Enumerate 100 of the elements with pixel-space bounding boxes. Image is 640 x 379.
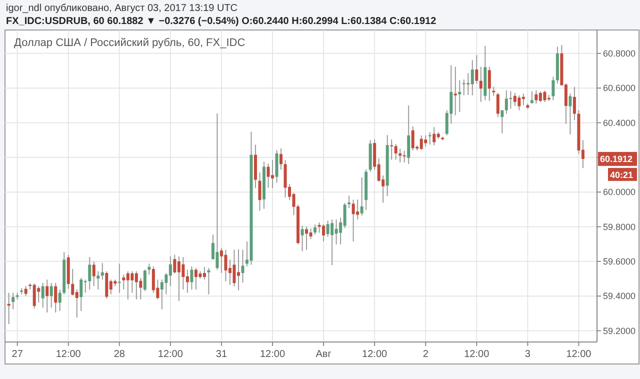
candlestick (470, 60, 474, 96)
candlestick (139, 277, 142, 300)
candlestick (71, 268, 74, 296)
candlestick (88, 256, 92, 290)
candlestick (177, 256, 180, 302)
candlestick (322, 224, 326, 242)
candlestick (428, 132, 432, 146)
candlestick (420, 134, 423, 150)
candlestick (12, 292, 15, 310)
y-tick-label: 60.6000 (603, 83, 636, 94)
candlestick (84, 279, 87, 294)
candlestick (37, 286, 40, 304)
candlestick (202, 266, 206, 280)
candlestick (300, 225, 304, 252)
candlestick (216, 112, 219, 270)
candlestick (305, 226, 308, 250)
y-tick-label: 60.4000 (603, 118, 636, 128)
candlestick (543, 90, 546, 102)
candlestick (326, 220, 330, 238)
text: igor_ndl опубликовано, Август 03, 2017 13:19 UTC (6, 3, 238, 14)
candlestick (241, 249, 244, 284)
candlestick (572, 86, 576, 121)
y-tick-label: 60.0000 (603, 187, 636, 198)
candlestick (275, 150, 278, 184)
candlestick (500, 110, 504, 134)
candlestick (343, 202, 346, 229)
candlestick (458, 80, 462, 112)
x-tick-label: 31 (216, 349, 228, 360)
candlestick (356, 199, 360, 220)
candlestick (402, 150, 406, 163)
candlestick (182, 256, 185, 290)
candlestick (143, 269, 146, 292)
candlestick (466, 72, 470, 96)
candlestick (80, 277, 83, 312)
x-tick-label: Авг (316, 349, 332, 360)
candlestick (271, 160, 274, 189)
candlestick (538, 91, 542, 102)
candlestick (424, 134, 428, 147)
candlestick (522, 93, 525, 106)
candlestick (330, 218, 334, 266)
candlestick (513, 92, 516, 106)
candlestick (475, 54, 478, 84)
chart-subtitle: FX_IDC:USDRUB, 60 60.1882 ▼ −0.3276 (−0.54%) O:60.2440 H:60.2994 L:60.1384 C:60.1912 (6, 16, 437, 27)
candlestick (314, 224, 317, 236)
candlestick (496, 92, 500, 118)
y-tick-label: 59.2000 (603, 326, 636, 336)
x-tick-label: 12:00 (260, 349, 286, 360)
candlestick (224, 249, 228, 282)
candlestick (360, 176, 364, 216)
candlestick (488, 66, 491, 102)
candlestick (552, 76, 555, 101)
candlestick (266, 162, 270, 188)
text: Доллар США / Российский рубль, 60, FX_IDC (14, 37, 246, 49)
candlestick (122, 274, 126, 290)
candlestick (190, 266, 194, 290)
x-tick-label: 27 (12, 349, 24, 360)
candlestick (105, 270, 108, 300)
x-tick-label: 12:00 (56, 349, 82, 360)
candlestick (432, 126, 436, 146)
candlestick (24, 286, 28, 297)
x-tick-label: 3 (524, 349, 531, 360)
candlestick (454, 66, 457, 116)
candlestick (479, 66, 482, 102)
candlestick (134, 270, 138, 300)
candlestick (207, 267, 210, 295)
candlestick (130, 270, 134, 294)
candlestick (258, 172, 262, 212)
candlestick (50, 282, 53, 308)
y-tick-label: 60.8000 (603, 48, 636, 59)
candlestick (220, 248, 223, 274)
candlestick (280, 148, 283, 170)
candlestick (92, 260, 96, 287)
candlestick (54, 282, 58, 314)
y-tick-label: 59.8000 (603, 222, 636, 232)
text: 60.1912 (600, 154, 633, 164)
candlestick (236, 248, 240, 291)
y-tick-label: 59.6000 (603, 256, 636, 267)
candlestick (126, 270, 130, 300)
x-tick-label: 12:00 (464, 349, 490, 360)
candlestick (96, 270, 100, 290)
candlestick (407, 104, 410, 164)
x-tick-label: 12:00 (566, 349, 592, 360)
text: 40:21 (610, 170, 634, 180)
candlestick (352, 199, 355, 242)
candlestick (394, 144, 398, 160)
candlestick (228, 259, 232, 286)
candlestick (509, 90, 512, 110)
x-tick-label: 12:00 (362, 349, 388, 360)
candlestick (41, 282, 44, 308)
candlestick (390, 138, 394, 160)
candlestick (530, 90, 534, 104)
candlestick (462, 79, 466, 96)
candlestick (334, 218, 338, 245)
candlestick (411, 126, 414, 151)
candlestick (148, 263, 151, 276)
candlestick (173, 254, 176, 274)
candlestick (534, 90, 538, 104)
candlestick (168, 256, 172, 287)
x-tick-label: 28 (114, 349, 126, 360)
candlestick (118, 263, 121, 294)
